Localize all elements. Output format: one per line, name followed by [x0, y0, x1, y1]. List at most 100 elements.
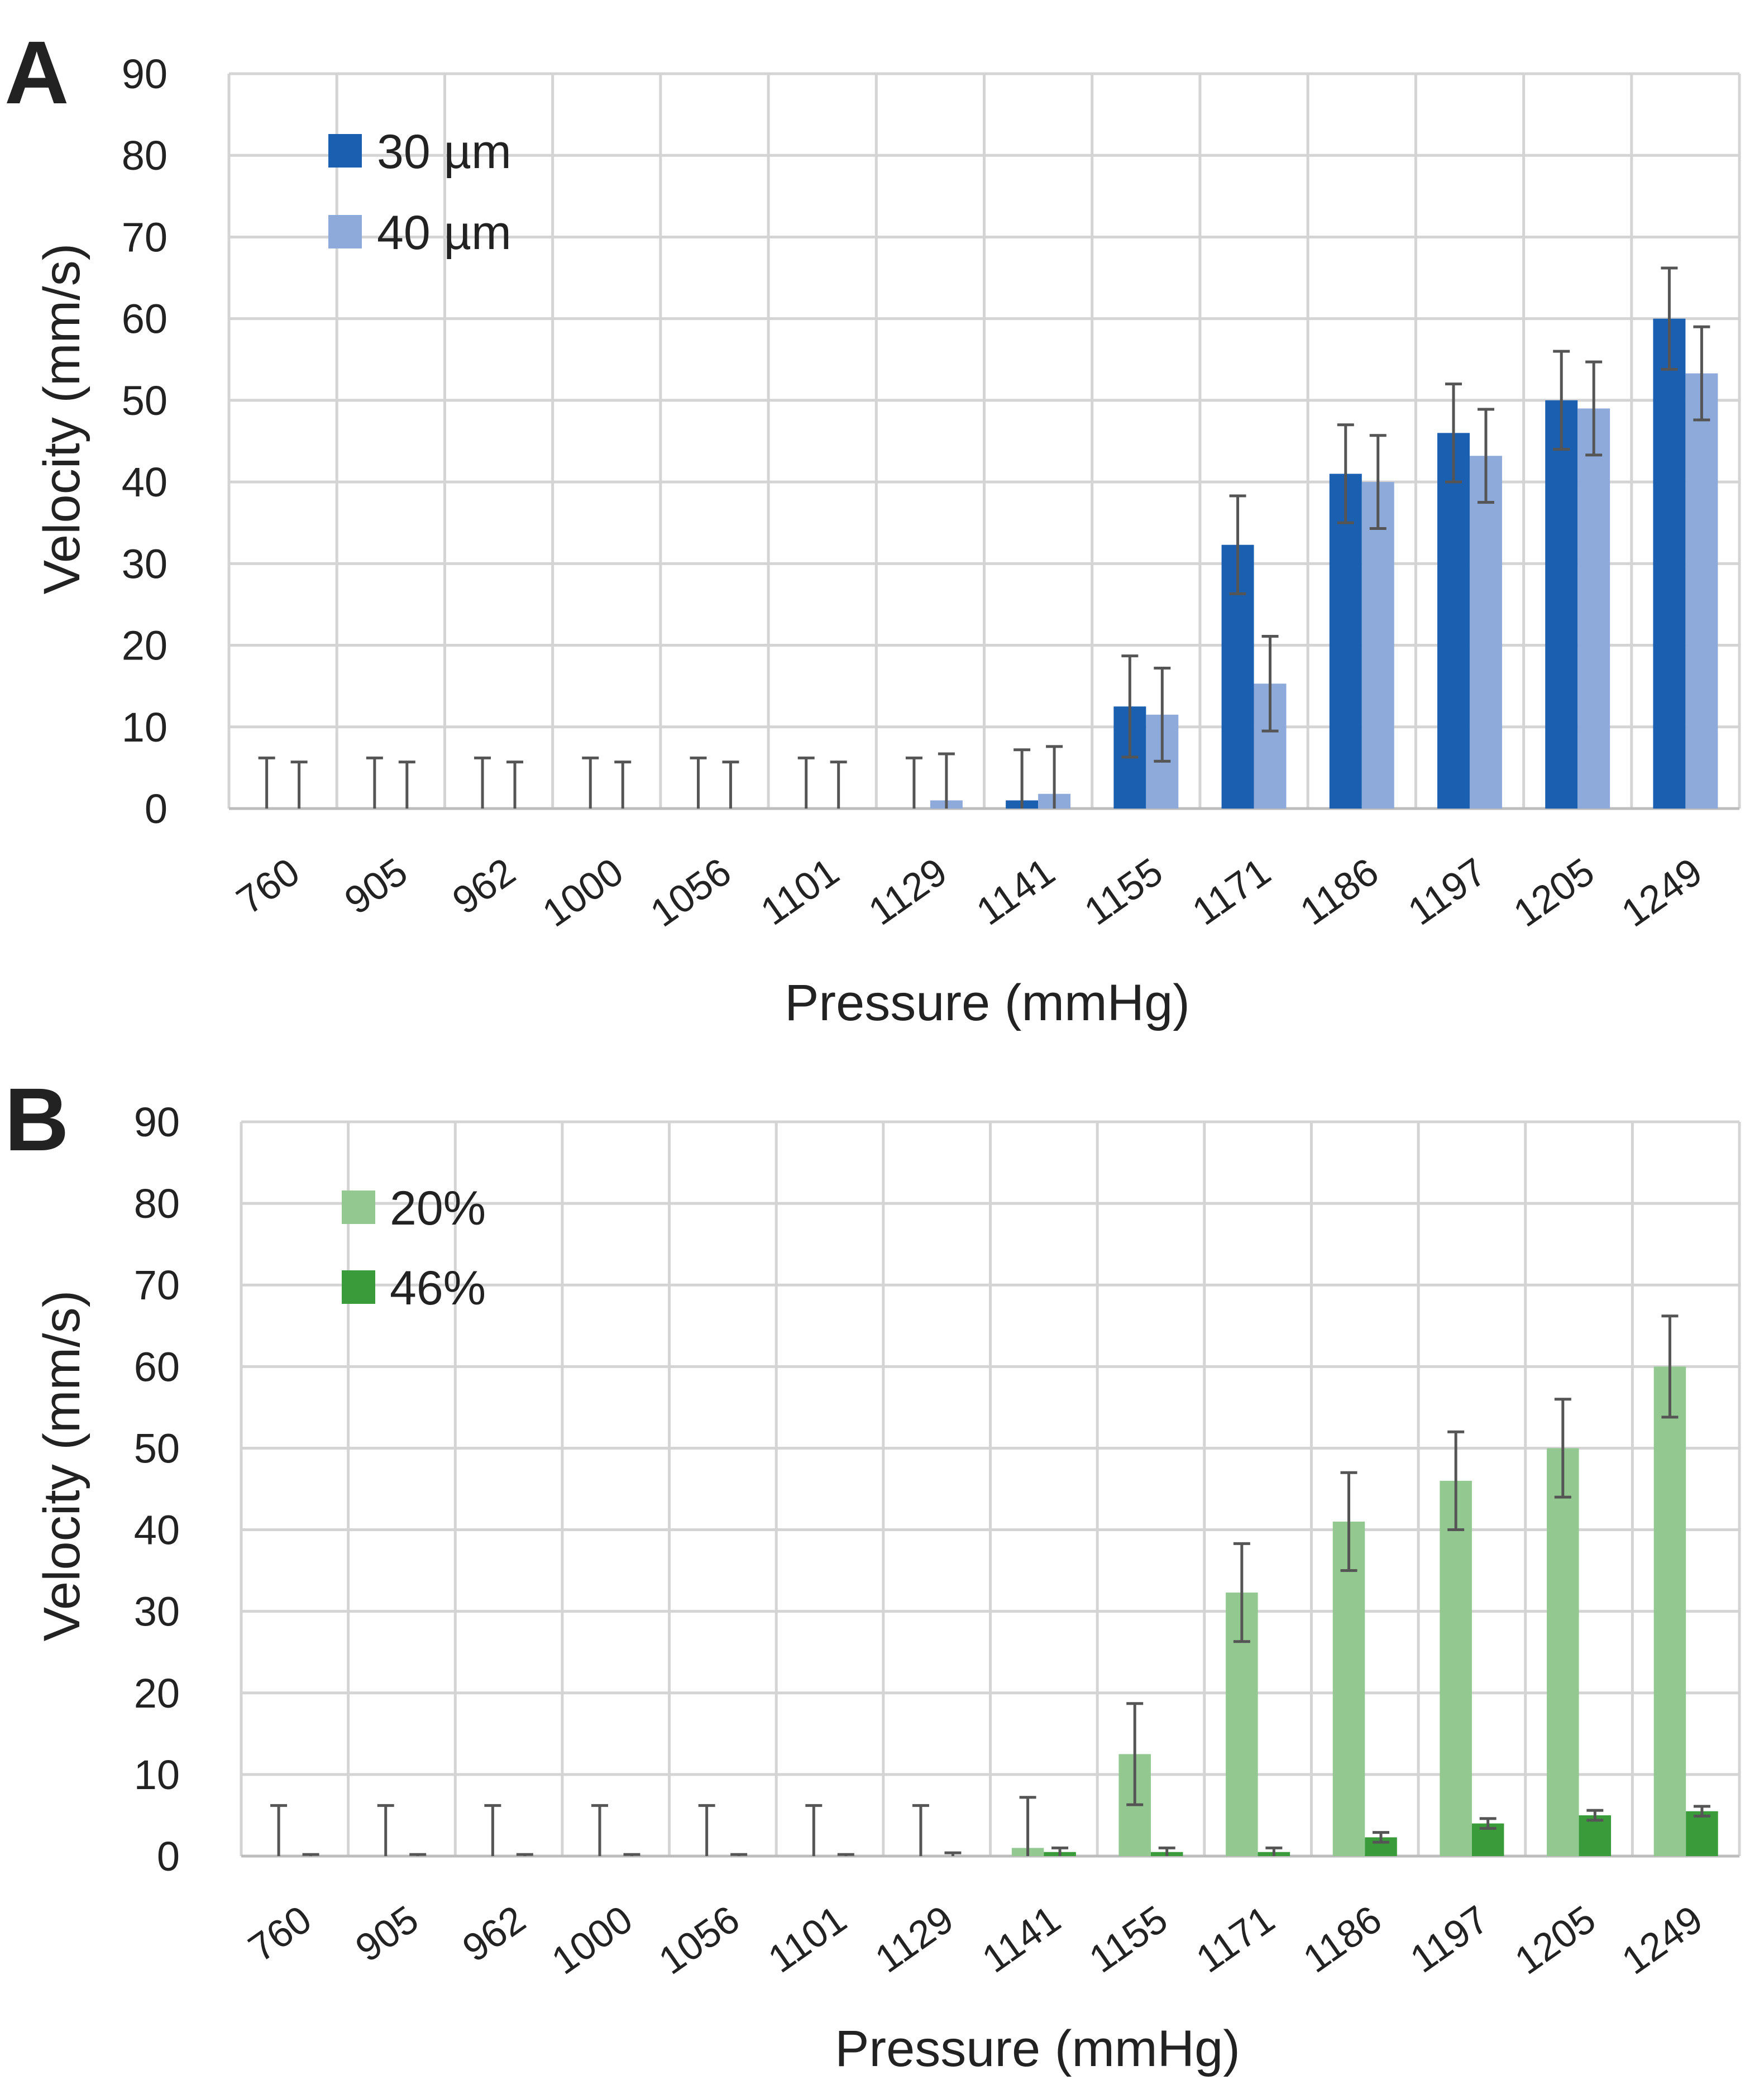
panel-b-errorbar-46-760 [302, 1853, 319, 1856]
panel-a-errorbar-30m-1129 [905, 756, 922, 809]
panel-a-errorbar-40m-962 [506, 761, 524, 809]
panel-a-bar-30m-1249 [1653, 318, 1686, 809]
panel-b-errorbar-46-1249 [1693, 1805, 1710, 1818]
panel-a-errorbar-30m-962 [474, 756, 491, 809]
legend-swatch-40um [328, 215, 362, 248]
legend-swatch-30um [328, 134, 362, 168]
panel-a-gridlines [227, 72, 1741, 810]
legend-label-40um: 40 µm [377, 206, 511, 260]
panel-a-y-tick-60: 60 [122, 296, 168, 342]
panel-a-errorbar-40m-1205 [1585, 360, 1603, 457]
panel-a-legend: 30 µm 40 µm [328, 125, 511, 260]
panel-a-errorbar-30m-1056 [690, 756, 707, 809]
panel-b-errorbar-46-1129 [944, 1851, 962, 1856]
panel-b-errorbar-20-1205 [1554, 1398, 1571, 1499]
panel-b-errorbar-46-1101 [837, 1853, 854, 1856]
panel-a-errorbar-40m-1129 [938, 752, 955, 809]
panel-b-errorbar-46-1155 [1158, 1846, 1175, 1856]
panel-a-error-bars [258, 266, 1710, 809]
panel-b-x-axis-title: Pressure (mmHg) [835, 2020, 1240, 2077]
panel-b-y-tick-10: 10 [134, 1752, 180, 1798]
panel-b-y-tick-labels: 0 10 20 30 40 50 60 70 80 90 [134, 1099, 180, 1880]
panel-a-y-tick-70: 70 [122, 214, 168, 260]
panel-b-errorbar-46-962 [516, 1853, 533, 1856]
panel-b-errorbar-46-1056 [730, 1853, 748, 1856]
panel-a-errorbar-40m-1000 [614, 761, 632, 809]
panel-a-errorbar-40m-1101 [830, 761, 847, 809]
panel-a-bar-40m-1205 [1577, 408, 1610, 809]
panel-b-errorbar-46-1000 [623, 1853, 640, 1856]
panel-a-label: A [4, 22, 69, 122]
panel-b-y-tick-30: 30 [134, 1589, 180, 1635]
panel-b-errorbar-20-1197 [1447, 1430, 1465, 1532]
panel-a-bar-30m-1186 [1329, 474, 1362, 809]
panel-a-y-tick-10: 10 [122, 704, 168, 750]
panel-a-y-axis-title: Velocity (mm/s) [34, 243, 90, 595]
panel-b-errorbar-20-1129 [912, 1804, 929, 1856]
panel-a-errorbar-40m-1186 [1369, 434, 1387, 530]
panel-b-bar-20-1205 [1547, 1448, 1579, 1856]
panel-b-errorbar-46-1141 [1051, 1846, 1069, 1856]
panel-a-errorbar-30m-1141 [1014, 748, 1031, 809]
panel-b-y-tick-70: 70 [134, 1262, 180, 1308]
panel-a-errorbar-30m-760 [258, 756, 275, 809]
panel-b-y-tick-60: 60 [134, 1343, 180, 1390]
panel-b-errorbar-46-1186 [1373, 1831, 1389, 1844]
panel-b-errorbar-20-1056 [698, 1804, 715, 1856]
panel-b-errorbar-20-1186 [1340, 1471, 1357, 1572]
panel-a-y-tick-40: 40 [122, 459, 168, 505]
panel-a-y-tick-0: 0 [145, 786, 168, 832]
panel-a-bar-40m-1186 [1361, 482, 1394, 809]
panel-b-bar-20-1197 [1440, 1480, 1472, 1856]
legend-swatch-46pct [342, 1270, 375, 1304]
panel-a-errorbar-30m-1000 [582, 756, 599, 809]
panel-a-errorbar-30m-1186 [1337, 423, 1354, 524]
panel-a-bar-30m-1205 [1545, 400, 1578, 809]
panel-a-y-tick-80: 80 [122, 132, 168, 179]
panel-b-label: B [4, 1069, 69, 1169]
panel-a-errorbar-40m-905 [398, 761, 415, 809]
panel-b-errorbar-46-905 [409, 1853, 427, 1856]
panel-b-errorbar-20-1249 [1661, 1314, 1679, 1419]
panel-b-errorbar-46-1205 [1586, 1809, 1604, 1822]
panel-b-y-tick-0: 0 [157, 1833, 180, 1880]
panel-a-y-tick-30: 30 [122, 541, 168, 587]
panel-a-errorbar-40m-1171 [1261, 634, 1279, 733]
panel-a-bars [930, 318, 1718, 809]
panel-a-errorbar-40m-1197 [1477, 408, 1494, 504]
legend-label-20pct: 20% [390, 1182, 486, 1235]
panel-b-gridlines [240, 1120, 1741, 1858]
panel-a-y-tick-50: 50 [122, 377, 168, 424]
panel-a-x-axis-title: Pressure (mmHg) [785, 974, 1190, 1031]
panel-b-y-tick-40: 40 [134, 1507, 180, 1553]
panel-a-y-tick-20: 20 [122, 623, 168, 669]
legend-label-46pct: 46% [390, 1261, 486, 1315]
panel-a-bar-40m-1197 [1469, 456, 1502, 809]
panel-b-errorbar-20-1000 [591, 1804, 608, 1856]
panel-b-errorbar-20-1101 [805, 1804, 823, 1856]
panel-a-errorbar-30m-1155 [1121, 654, 1139, 759]
panel-a-y-tick-labels: 0 10 20 30 40 50 60 70 80 90 [122, 51, 168, 832]
panel-a-errorbar-40m-1141 [1046, 745, 1063, 809]
panel-a-bar-30m-1197 [1437, 433, 1470, 809]
panel-a-errorbar-40m-1056 [722, 761, 739, 809]
panel-a-errorbar-40m-760 [290, 761, 308, 809]
panel-b-y-tick-80: 80 [134, 1180, 180, 1227]
panel-a-errorbar-40m-1155 [1154, 667, 1171, 763]
panel-b-errorbar-20-962 [484, 1804, 501, 1856]
panel-a-errorbar-30m-1197 [1445, 382, 1462, 484]
panel-b-y-tick-50: 50 [134, 1425, 180, 1471]
panel-a-bar-40m-1249 [1685, 373, 1718, 809]
panel-b-bar-46-1249 [1686, 1811, 1718, 1856]
panel-b-errorbar-20-1141 [1019, 1796, 1036, 1856]
panel-b-bar-46-1205 [1579, 1815, 1612, 1856]
panel-b-y-tick-90: 90 [134, 1099, 180, 1145]
panel-b-error-bars [270, 1314, 1710, 1856]
panel-a-y-tick-90: 90 [122, 51, 168, 97]
panel-a-errorbar-30m-1171 [1229, 494, 1246, 595]
panel-a-errorbar-40m-1249 [1693, 325, 1710, 422]
panel-a-errorbar-30m-905 [366, 756, 383, 809]
panel-b-bar-20-1186 [1332, 1521, 1365, 1856]
